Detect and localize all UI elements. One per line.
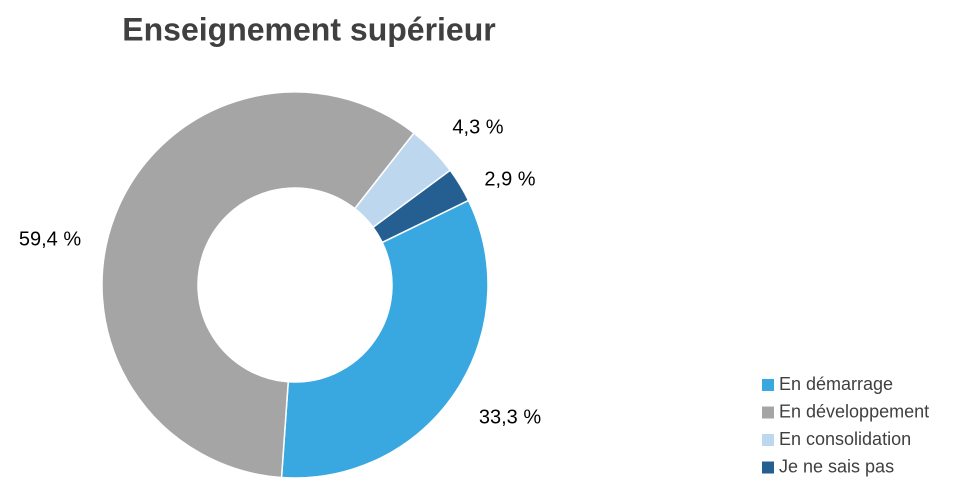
chart-title: Enseignement supérieur: [122, 11, 495, 47]
legend-swatch: [762, 434, 774, 446]
legend-label: En développement: [779, 401, 929, 421]
donut-slice: [280, 199, 489, 479]
legend-swatch: [762, 379, 774, 391]
data-label: 33,3 %: [479, 406, 541, 428]
legend-swatch: [762, 461, 774, 474]
data-label: 2,9 %: [484, 168, 535, 190]
donut-slice: [371, 169, 470, 244]
legend-swatch: [762, 406, 774, 419]
legend-label: En démarrage: [779, 374, 893, 394]
donut-slice: [101, 91, 416, 479]
data-label: 59,4 %: [19, 228, 81, 250]
data-label: 4,3 %: [452, 116, 503, 138]
legend-label: Je ne sais pas: [779, 456, 894, 476]
legend-label: En consolidation: [779, 429, 911, 449]
